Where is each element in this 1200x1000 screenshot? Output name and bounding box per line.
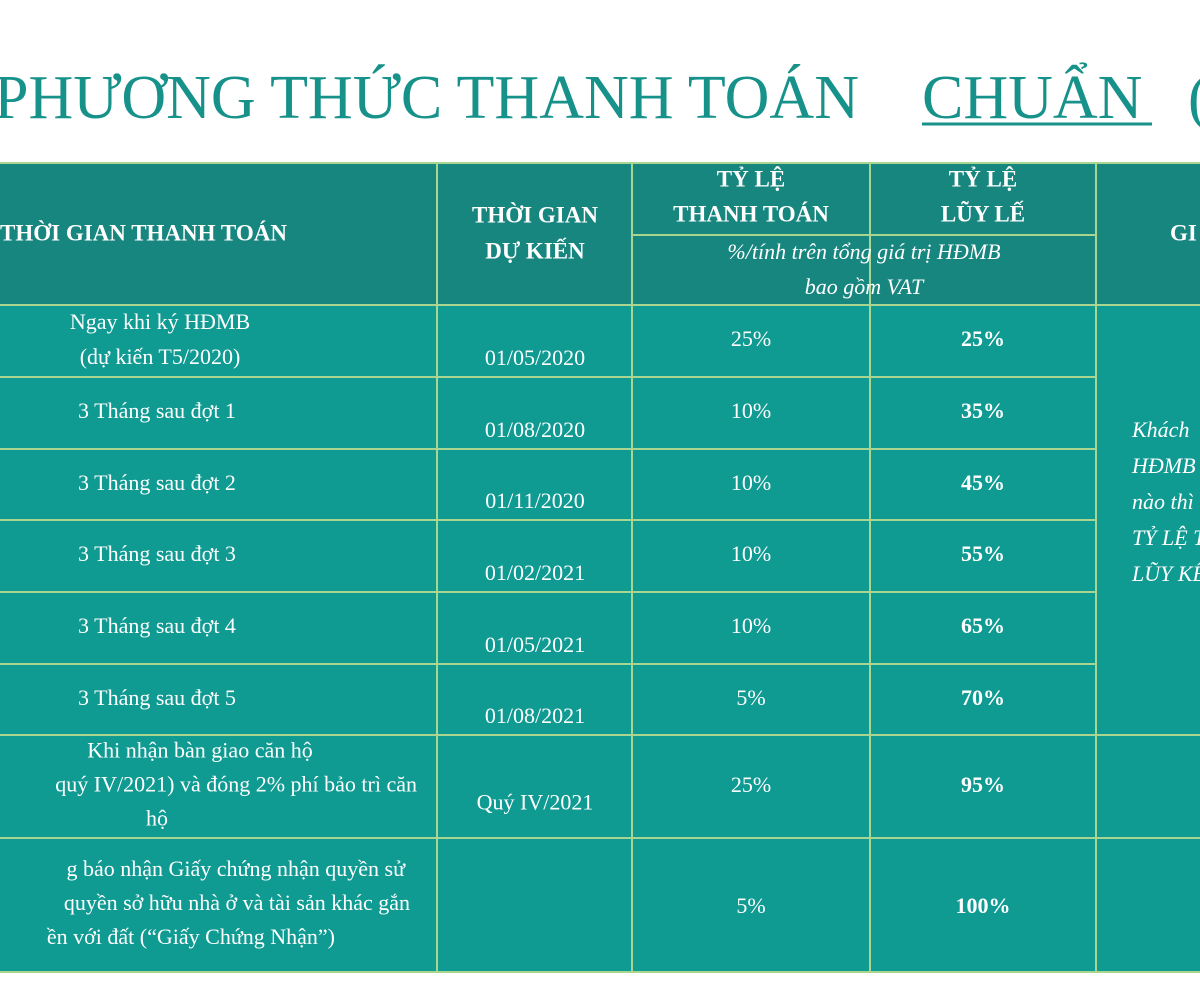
cell-rate: 10% [731, 470, 771, 495]
column-header: GI [1170, 220, 1197, 245]
cell-date: Quý IV/2021 [477, 790, 594, 815]
cell-rate: 10% [731, 613, 771, 638]
cell-text: hộ [146, 806, 168, 831]
cells: THỜI GIAN THANH TOÁN THỜI GIAN DỰ KIẾN TỶ L… [0, 166, 1200, 949]
cell-date: 01/11/2020 [485, 488, 584, 513]
column-header: LŨY LẾ [941, 200, 1025, 226]
cell-text: Khi nhận bàn giao căn hộ [87, 738, 312, 763]
grid [0, 162, 1200, 973]
cell-rate: 5% [736, 893, 765, 918]
column-header: TỶ LỆ [717, 166, 785, 191]
body-bg [0, 305, 1200, 972]
cell-text: quyền sở hữu nhà ở và tài sản khác gắn [64, 890, 410, 915]
cell-date: 01/08/2020 [485, 417, 585, 442]
cell-text: g báo nhận Giấy chứng nhận quyền sử [67, 856, 407, 881]
cell-date: 01/05/2021 [485, 632, 585, 657]
cell-rate: 25% [731, 772, 771, 797]
cell-cumulative: 45% [961, 470, 1005, 495]
column-header: DỰ KIẾN [485, 237, 585, 263]
cell-cumulative: 95% [961, 772, 1005, 797]
cell-cumulative: 65% [961, 613, 1005, 638]
title-emphasis: CHUẨN [922, 63, 1142, 132]
column-header: THỜI GIAN THANH TOÁN [0, 219, 287, 245]
cell-text: 3 Tháng sau đợt 2 [78, 470, 236, 495]
cell-rate: 25% [731, 326, 771, 351]
cell-text: 3 Tháng sau đợt 3 [78, 541, 236, 566]
cell-text: 3 Tháng sau đợt 5 [78, 685, 236, 710]
title-group: PHƯƠNG THỨC THANH TOÁN CHUẨN ( [0, 63, 1200, 132]
note-line: TỶ LỆ T [1132, 525, 1200, 550]
cell-date: 01/08/2021 [485, 703, 585, 728]
cell-text: quý IV/2021) và đóng 2% phí bảo trì căn [55, 772, 417, 797]
subheader: %/tính trên tổng giá trị HĐMB [727, 239, 1000, 264]
cell-rate: 10% [731, 398, 771, 423]
cell-date: 01/02/2021 [485, 560, 585, 585]
subheader: bao gồm VAT [805, 274, 925, 299]
cell-text: 3 Tháng sau đợt 1 [78, 398, 236, 423]
column-header: TỶ LỆ [949, 166, 1017, 191]
cell-rate: 10% [731, 541, 771, 566]
cell-cumulative: 70% [961, 685, 1005, 710]
note-line: nào thì th [1132, 489, 1200, 514]
cell-date: 01/05/2020 [485, 345, 585, 370]
note-line: HĐMB [1131, 453, 1196, 478]
cell-text: (dự kiến T5/2020) [80, 344, 241, 369]
cell-text: Ngay khi ký HĐMB [70, 309, 250, 334]
cell-rate: 5% [736, 685, 765, 710]
column-header: THANH TOÁN [673, 201, 829, 226]
note-line: Khách [1131, 417, 1189, 442]
note-line: LŨY KẾ [1131, 561, 1200, 586]
cell-cumulative: 100% [956, 893, 1011, 918]
column-header: THỜI GIAN [472, 201, 598, 227]
cell-text: 3 Tháng sau đợt 4 [78, 613, 236, 638]
cell-text: ền với đất (“Giấy Chứng Nhận”) [46, 924, 335, 949]
cell-cumulative: 55% [961, 541, 1005, 566]
title: PHƯƠNG THỨC THANH TOÁN [0, 64, 859, 132]
title-tail: ( [1188, 64, 1200, 132]
cell-cumulative: 25% [961, 326, 1005, 351]
cell-cumulative: 35% [961, 398, 1005, 423]
